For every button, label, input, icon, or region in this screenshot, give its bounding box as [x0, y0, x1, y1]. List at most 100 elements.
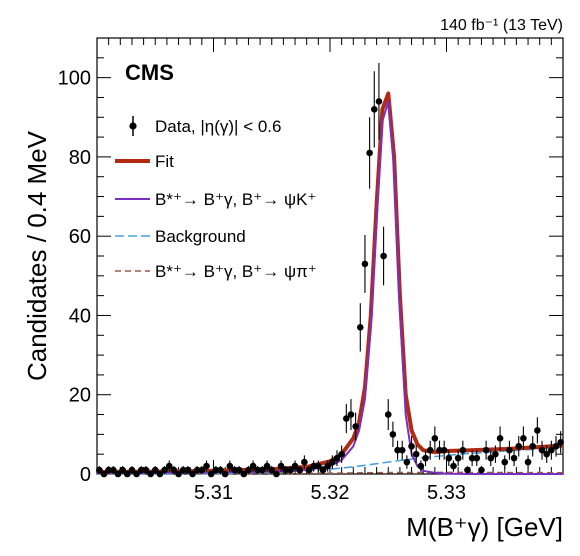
data-marker	[291, 462, 299, 470]
data-marker	[552, 442, 560, 450]
data-point	[440, 440, 448, 460]
data-point	[254, 466, 262, 474]
lumi-label: 140 fb⁻¹ (13 TeV)	[440, 17, 563, 34]
data-point	[352, 412, 359, 441]
data-point	[245, 466, 252, 474]
data-marker	[450, 462, 457, 470]
data-point	[128, 466, 136, 474]
data-marker	[137, 466, 145, 474]
data-marker	[375, 98, 383, 105]
data-marker	[366, 149, 373, 157]
data-marker	[543, 450, 550, 458]
data-marker	[422, 454, 429, 462]
data-marker	[119, 466, 126, 474]
data-marker	[389, 431, 397, 438]
data-marker	[254, 466, 262, 474]
data-point	[478, 466, 485, 474]
axis-ticks	[96, 37, 564, 475]
data-marker	[492, 450, 499, 458]
data-point	[356, 303, 364, 352]
data-point	[226, 460, 234, 472]
data-point	[217, 466, 224, 474]
data-marker	[259, 466, 266, 474]
data-marker	[212, 466, 220, 474]
data-point	[319, 466, 327, 474]
data-marker	[175, 470, 182, 478]
data-marker	[179, 466, 187, 474]
data-point	[193, 466, 201, 474]
experiment-label: CMS	[125, 60, 174, 85]
data-point	[468, 450, 476, 467]
data-marker	[380, 252, 387, 260]
legend-entry-background: Background	[115, 227, 246, 246]
data-marker	[501, 458, 509, 466]
data-marker	[319, 466, 327, 474]
fit-curve	[96, 91, 564, 474]
y-tick-label: 40	[69, 305, 91, 327]
data-point	[277, 460, 285, 472]
data-marker	[487, 454, 495, 462]
data-marker	[347, 411, 355, 418]
data-point	[207, 470, 215, 478]
data-marker	[394, 446, 401, 454]
data-point	[287, 466, 294, 474]
data-point	[380, 226, 387, 286]
data-point	[426, 440, 434, 460]
background-curve	[97, 446, 564, 475]
y-axis-title: Candidates / 0.4 MeV	[22, 130, 52, 381]
data-marker	[464, 466, 471, 474]
data-point	[137, 466, 145, 474]
data-point	[398, 440, 406, 460]
data-point	[198, 466, 206, 474]
data-point	[310, 460, 317, 472]
data-point	[151, 466, 159, 474]
data-marker	[506, 446, 513, 454]
data-marker	[170, 466, 178, 474]
legend-entry-data: Data, |η(γ)| < 0.6	[129, 116, 281, 136]
data-marker	[520, 435, 527, 442]
data-marker	[96, 466, 103, 474]
data-marker	[370, 106, 378, 113]
data-marker	[151, 466, 159, 474]
data-marker	[515, 442, 523, 450]
data-marker	[287, 466, 294, 474]
data-marker	[161, 466, 168, 474]
legend-entry-signal: B*⁺→ B⁺γ, B⁺→ ψK⁺	[115, 190, 316, 209]
data-point	[291, 460, 299, 472]
data-marker	[324, 462, 331, 470]
data-marker	[189, 470, 196, 478]
data-point	[510, 450, 518, 467]
data-marker	[207, 470, 215, 478]
data-marker	[548, 446, 555, 454]
data-marker	[459, 446, 467, 454]
data-marker	[245, 466, 252, 474]
data-point	[147, 470, 154, 478]
data-marker	[277, 462, 285, 470]
data-marker	[142, 466, 150, 474]
data-marker	[482, 446, 490, 454]
data-point	[431, 426, 439, 451]
data-point	[375, 62, 383, 140]
data-points	[96, 62, 564, 478]
data-point	[482, 440, 490, 460]
data-marker	[436, 446, 443, 454]
data-point	[501, 455, 509, 469]
data-marker	[408, 442, 415, 450]
data-point	[133, 470, 140, 478]
y-tick-label: 100	[58, 68, 91, 90]
data-marker	[268, 466, 276, 474]
data-marker	[398, 446, 406, 454]
data-point	[221, 470, 229, 478]
legend-label-signal: B*⁺→ B⁺γ, B⁺→ ψK⁺	[155, 190, 316, 209]
data-marker	[534, 427, 541, 434]
data-point	[156, 470, 164, 478]
data-marker	[338, 450, 345, 458]
data-marker	[352, 423, 359, 430]
data-marker	[240, 470, 248, 478]
x-axis-title: M(B⁺γ) [GeV]	[406, 512, 563, 542]
legend-label-background: Background	[155, 227, 246, 246]
data-point	[450, 460, 457, 472]
data-point	[165, 460, 173, 472]
data-marker	[529, 442, 537, 450]
data-point	[524, 455, 532, 469]
